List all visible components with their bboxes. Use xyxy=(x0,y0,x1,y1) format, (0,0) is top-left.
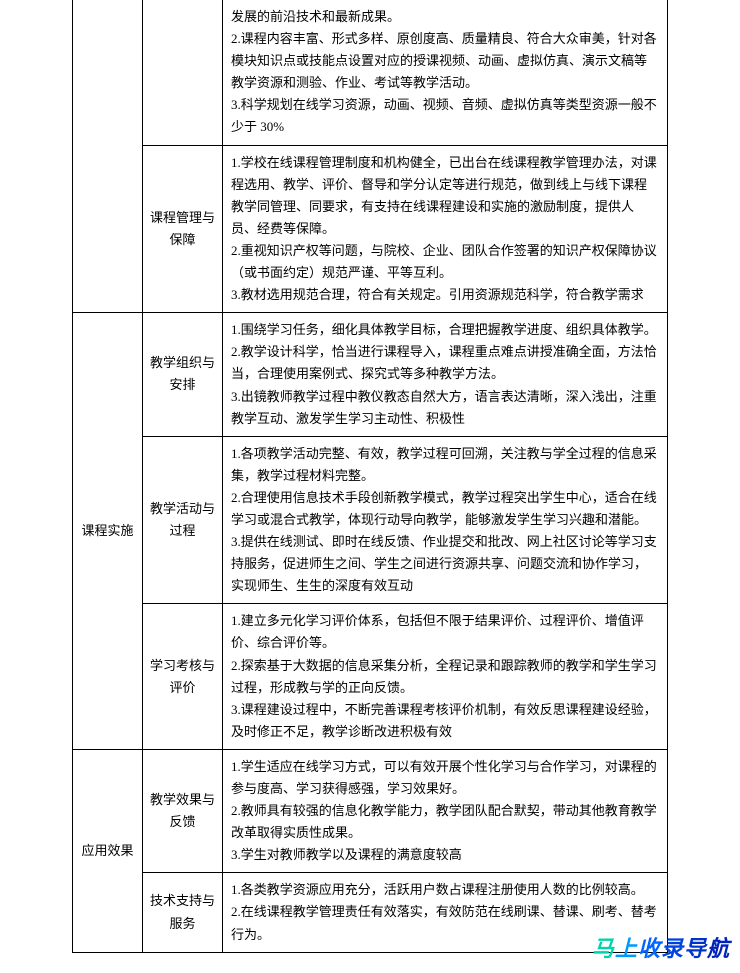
watermark-char: 航 xyxy=(707,936,730,961)
watermark-char: 导 xyxy=(684,936,707,961)
category-2-cell xyxy=(143,0,223,145)
table-row: 课程管理与保障 1.学校在线课程管理制度和机构健全，已出台在线课程教学管理办法，… xyxy=(73,145,668,313)
watermark-logo: 马上收录导航 xyxy=(592,931,730,963)
content-cell: 1.各项教学活动完整、有效，教学过程可回溯，关注教与学全过程的信息采集，教学过程… xyxy=(223,436,668,604)
category-1-cell: 应用效果 xyxy=(73,749,143,952)
category-2-cell: 技术支持与服务 xyxy=(143,873,223,952)
watermark-char: 上 xyxy=(615,936,638,961)
table-row: 学习考核与评价 1.建立多元化学习评价体系，包括但不限于结果评价、过程评价、增值… xyxy=(73,604,668,750)
content-cell: 1.学生适应在线学习方式，可以有效开展个性化学习与合作学习，对课程的参与度高、学… xyxy=(223,749,668,872)
category-1-cell xyxy=(73,0,143,313)
table-row: 技术支持与服务 1.各类教学资源应用充分，活跃用户数占课程注册使用人数的比例较高… xyxy=(73,873,668,952)
evaluation-table: 发展的前沿技术和最新成果。2.课程内容丰富、形式多样、原创度高、质量精良、符合大… xyxy=(72,0,668,953)
category-2-cell: 教学组织与安排 xyxy=(143,313,223,436)
content-cell: 1.学校在线课程管理制度和机构健全，已出台在线课程教学管理办法，对课程选用、教学… xyxy=(223,145,668,313)
watermark-char: 收 xyxy=(638,936,661,961)
table-row: 应用效果 教学效果与反馈 1.学生适应在线学习方式，可以有效开展个性化学习与合作… xyxy=(73,749,668,872)
table-row: 发展的前沿技术和最新成果。2.课程内容丰富、形式多样、原创度高、质量精良、符合大… xyxy=(73,0,668,145)
category-2-cell: 课程管理与保障 xyxy=(143,145,223,313)
category-2-cell: 教学活动与过程 xyxy=(143,436,223,604)
category-1-cell: 课程实施 xyxy=(73,313,143,750)
content-cell: 发展的前沿技术和最新成果。2.课程内容丰富、形式多样、原创度高、质量精良、符合大… xyxy=(223,0,668,145)
table-body: 发展的前沿技术和最新成果。2.课程内容丰富、形式多样、原创度高、质量精良、符合大… xyxy=(73,0,668,952)
table-row: 教学活动与过程 1.各项教学活动完整、有效，教学过程可回溯，关注教与学全过程的信… xyxy=(73,436,668,604)
table-row: 课程实施 教学组织与安排 1.围绕学习任务，细化具体教学目标，合理把握教学进度、… xyxy=(73,313,668,436)
table-container: 发展的前沿技术和最新成果。2.课程内容丰富、形式多样、原创度高、质量精良、符合大… xyxy=(0,0,740,973)
category-2-cell: 教学效果与反馈 xyxy=(143,749,223,872)
watermark-char: 马 xyxy=(592,936,615,961)
content-cell: 1.围绕学习任务，细化具体教学目标，合理把握教学进度、组织具体教学。2.教学设计… xyxy=(223,313,668,436)
category-2-cell: 学习考核与评价 xyxy=(143,604,223,750)
watermark-char: 录 xyxy=(661,936,684,961)
content-cell: 1.建立多元化学习评价体系，包括但不限于结果评价、过程评价、增值评价、综合评价等… xyxy=(223,604,668,750)
